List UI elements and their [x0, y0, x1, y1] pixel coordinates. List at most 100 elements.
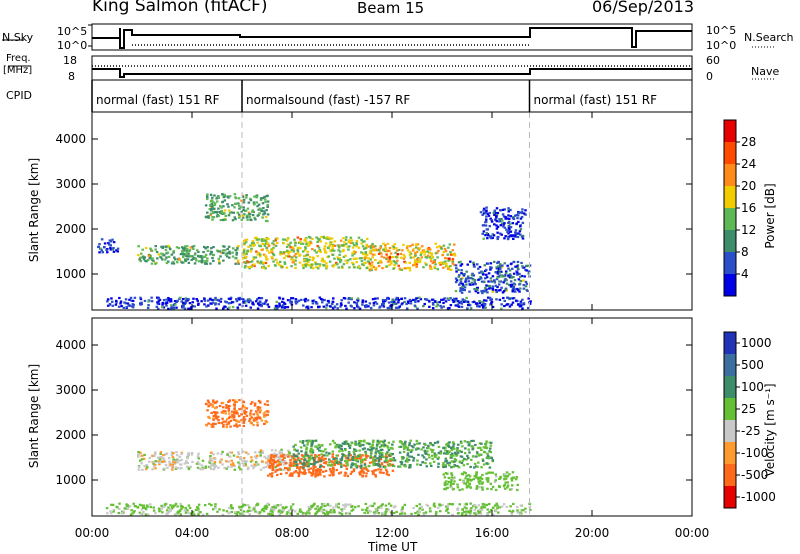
echo-pixel: [507, 232, 510, 235]
echo-pixel: [265, 410, 269, 413]
echo-pixel: [364, 466, 368, 469]
echo-pixel: [392, 245, 396, 249]
echo-pixel: [232, 414, 236, 418]
echo-pixel: [504, 270, 508, 273]
echo-pixel: [307, 307, 310, 310]
echo-pixel: [379, 245, 383, 248]
echo-pixel: [243, 504, 247, 507]
echo-pixel: [171, 455, 175, 459]
echo-pixel: [242, 464, 245, 467]
echo-pixel: [184, 301, 188, 304]
echo-pixel: [377, 249, 380, 252]
echo-pixel: [514, 229, 518, 232]
echo-pixel: [138, 465, 141, 469]
echo-pixel: [412, 459, 415, 462]
freq-label: Freq.: [6, 53, 31, 64]
echo-pixel: [486, 291, 489, 294]
echo-pixel: [406, 454, 409, 457]
echo-pixel: [292, 460, 296, 463]
echo-pixel: [442, 305, 445, 308]
echo-pixel: [486, 508, 489, 511]
echo-pixel: [384, 458, 388, 461]
echo-pixel: [455, 297, 458, 300]
echo-pixel: [462, 510, 466, 514]
echo-pixel: [414, 300, 417, 304]
echo-pixel: [285, 512, 289, 515]
echo-pixel: [516, 214, 520, 217]
echo-pixel: [154, 248, 157, 251]
echo-pixel: [251, 210, 254, 213]
echo-pixel: [372, 462, 376, 465]
echo-pixel: [294, 470, 298, 473]
echo-pixel: [245, 460, 248, 463]
echo-pixel: [452, 465, 455, 468]
echo-pixel: [323, 249, 327, 252]
echo-pixel: [375, 511, 379, 514]
echo-pixel: [211, 210, 215, 214]
echo-pixel: [228, 415, 232, 418]
echo-pixel: [311, 439, 314, 442]
echo-pixel: [273, 307, 277, 310]
echo-pixel: [333, 263, 336, 267]
echo-pixel: [228, 211, 232, 215]
echo-pixel: [141, 468, 144, 471]
echo-pixel: [386, 445, 389, 448]
echo-pixel: [178, 509, 182, 512]
echo-pixel: [478, 442, 482, 445]
echo-pixel: [331, 450, 335, 453]
echo-region: [137, 244, 240, 265]
echo-pixel: [280, 448, 283, 451]
echo-pixel: [432, 504, 436, 507]
echo-pixel: [256, 503, 260, 506]
echo-pixel: [261, 196, 265, 200]
echo-pixel: [417, 447, 420, 450]
echo-pixel: [209, 193, 213, 196]
echo-pixel: [408, 298, 412, 302]
echo-pixel: [222, 307, 225, 310]
echo-pixel: [455, 270, 458, 273]
echo-pixel: [501, 213, 505, 216]
echo-pixel: [288, 255, 291, 258]
echo-pixel: [402, 447, 406, 450]
echo-pixel: [215, 215, 219, 218]
echo-pixel: [311, 472, 315, 475]
echo-pixel: [412, 256, 415, 259]
echo-pixel: [266, 203, 269, 207]
echo-pixel: [353, 252, 356, 255]
echo-pixel: [331, 467, 335, 470]
colorbar-tick-label: 500: [741, 358, 764, 372]
echo-pixel: [518, 225, 522, 228]
echo-pixel: [232, 416, 236, 419]
echo-pixel: [360, 251, 363, 254]
echo-pixel: [233, 424, 236, 427]
echo-pixel: [325, 262, 328, 265]
echo-pixel: [463, 272, 466, 276]
echo-pixel: [241, 216, 245, 219]
echo-pixel: [490, 218, 493, 222]
echo-pixel: [382, 465, 386, 469]
echo-pixel: [266, 242, 269, 245]
echo-pixel: [204, 216, 208, 219]
echo-pixel: [500, 303, 503, 306]
echo-pixel: [174, 466, 178, 469]
echo-pixel: [412, 457, 416, 460]
echo-pixel: [392, 247, 396, 250]
echo-pixel: [347, 297, 350, 301]
echo-pixel: [497, 283, 501, 286]
echo-pixel: [487, 234, 490, 237]
cpid-label: CPID: [6, 89, 33, 102]
echo-pixel: [487, 284, 490, 288]
echo-pixel: [310, 442, 314, 446]
echo-pixel: [452, 482, 455, 486]
echo-pixel: [444, 471, 448, 475]
echo-pixel: [480, 303, 484, 307]
echo-pixel: [492, 506, 495, 509]
echo-pixel: [226, 247, 229, 251]
echo-pixel: [141, 506, 145, 509]
echo-pixel: [457, 300, 460, 303]
echo-pixel: [207, 401, 211, 404]
echo-pixel: [513, 288, 516, 291]
echo-pixel: [437, 456, 440, 459]
colorbar-tick-label: -1000: [741, 490, 776, 504]
echo-pixel: [262, 265, 266, 268]
